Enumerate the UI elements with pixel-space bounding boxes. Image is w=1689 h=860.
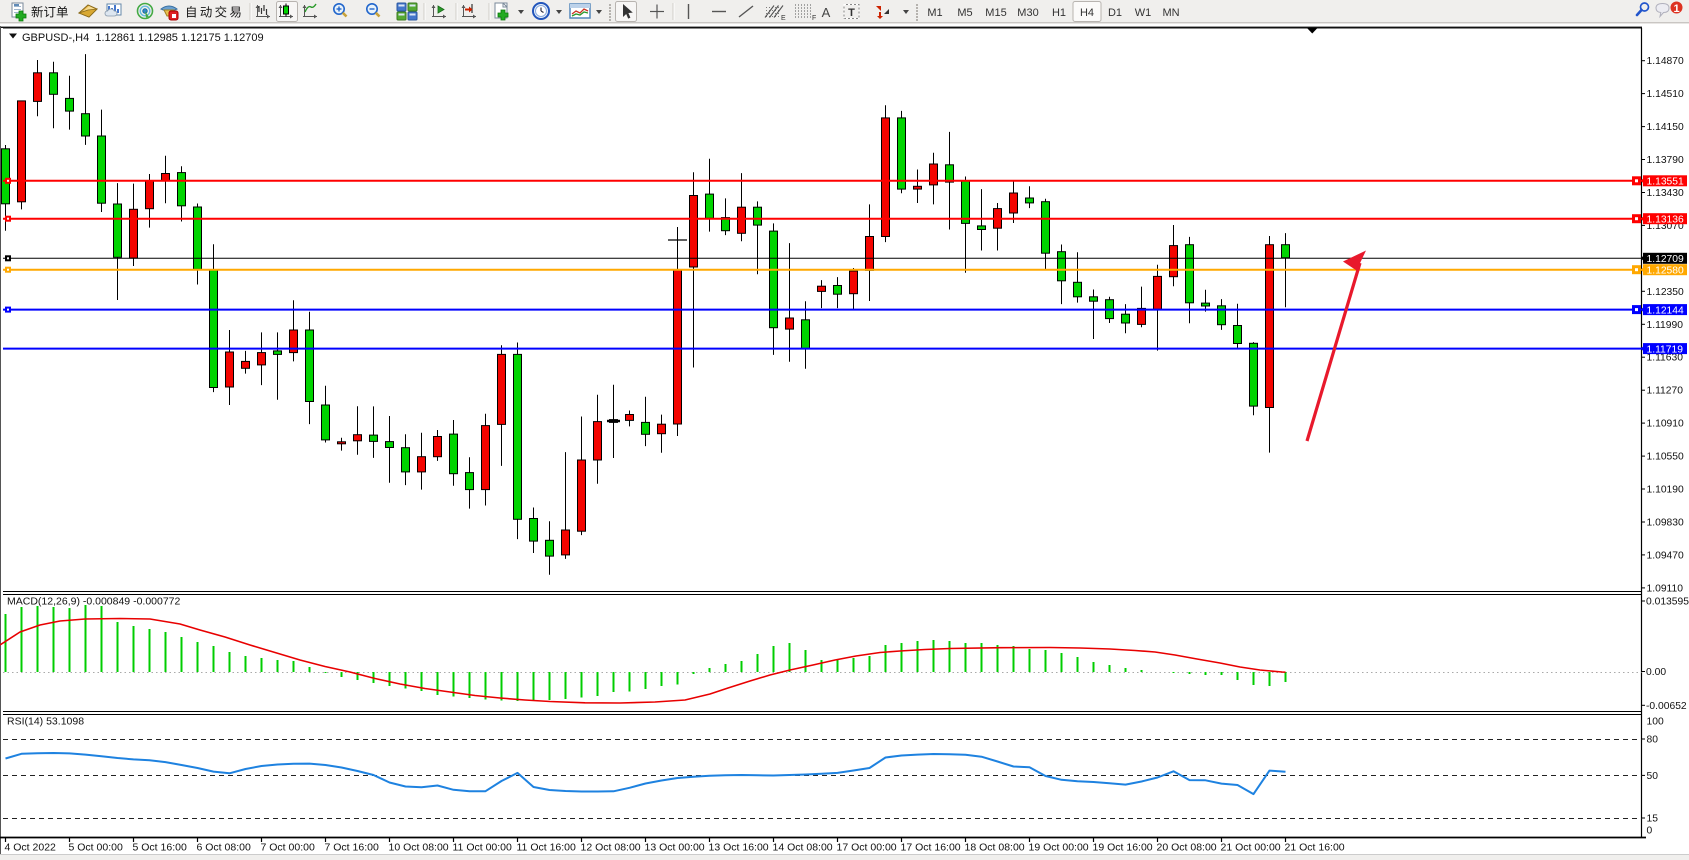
svg-text:21 Oct 16:00: 21 Oct 16:00 (1285, 842, 1345, 854)
svg-text:1.11990: 1.11990 (1647, 320, 1684, 331)
svg-text:M5: M5 (957, 7, 972, 19)
svg-text:M1: M1 (927, 7, 942, 19)
svg-text:H4: H4 (1080, 7, 1094, 19)
svg-text:1.13551: 1.13551 (1647, 177, 1684, 188)
svg-text:19 Oct 16:00: 19 Oct 16:00 (1093, 842, 1153, 854)
svg-text:T: T (848, 7, 855, 19)
svg-text:13 Oct 00:00: 13 Oct 00:00 (645, 842, 705, 854)
svg-text:M30: M30 (1017, 7, 1038, 19)
svg-text:1.14150: 1.14150 (1647, 122, 1684, 133)
svg-text:-0.00652: -0.00652 (1646, 701, 1687, 712)
svg-text:1.14510: 1.14510 (1647, 89, 1684, 100)
svg-text:4 Oct 2022: 4 Oct 2022 (5, 842, 57, 854)
svg-text:7 Oct 00:00: 7 Oct 00:00 (261, 842, 315, 854)
svg-text:18 Oct 08:00: 18 Oct 08:00 (965, 842, 1025, 854)
svg-text:1.10550: 1.10550 (1647, 452, 1684, 463)
svg-text:1.11270: 1.11270 (1647, 386, 1684, 397)
svg-text:RSI(14) 53.1098: RSI(14) 53.1098 (7, 716, 84, 728)
svg-text:17 Oct 00:00: 17 Oct 00:00 (837, 842, 897, 854)
svg-text:5 Oct 00:00: 5 Oct 00:00 (69, 842, 123, 854)
svg-text:0.00: 0.00 (1646, 667, 1666, 678)
svg-text:13 Oct 16:00: 13 Oct 16:00 (709, 842, 769, 854)
svg-text:7 Oct 16:00: 7 Oct 16:00 (325, 842, 379, 854)
svg-text:11 Oct 16:00: 11 Oct 16:00 (517, 842, 577, 854)
svg-text:50: 50 (1647, 771, 1659, 782)
svg-text:10 Oct 08:00: 10 Oct 08:00 (389, 842, 449, 854)
svg-text:1.14870: 1.14870 (1647, 56, 1684, 67)
svg-text:80: 80 (1647, 735, 1659, 746)
svg-text:1.13430: 1.13430 (1647, 188, 1684, 199)
svg-text:H1: H1 (1052, 7, 1066, 19)
svg-text:MACD(12,26,9) -0.000849 -0.000: MACD(12,26,9) -0.000849 -0.000772 (7, 596, 181, 608)
svg-text:14 Oct 08:00: 14 Oct 08:00 (773, 842, 833, 854)
svg-text:1.10910: 1.10910 (1647, 419, 1684, 430)
svg-text:M15: M15 (985, 7, 1006, 19)
svg-text:1.13790: 1.13790 (1647, 155, 1684, 166)
svg-text:17 Oct 16:00: 17 Oct 16:00 (901, 842, 961, 854)
svg-text:1.09830: 1.09830 (1647, 518, 1684, 529)
svg-text:A: A (822, 5, 831, 20)
svg-text:20 Oct 08:00: 20 Oct 08:00 (1157, 842, 1217, 854)
svg-text:D1: D1 (1108, 7, 1122, 19)
svg-text:100: 100 (1647, 717, 1664, 728)
svg-text:6 Oct 08:00: 6 Oct 08:00 (197, 842, 251, 854)
svg-text:1.12709: 1.12709 (1647, 254, 1684, 265)
svg-text:11 Oct 00:00: 11 Oct 00:00 (453, 842, 513, 854)
svg-text:12 Oct 08:00: 12 Oct 08:00 (581, 842, 641, 854)
svg-text:1: 1 (1673, 3, 1679, 15)
svg-text:5 Oct 16:00: 5 Oct 16:00 (133, 842, 187, 854)
svg-text:W1: W1 (1135, 7, 1152, 19)
svg-text:0.013595: 0.013595 (1646, 597, 1689, 608)
svg-text:0: 0 (1647, 826, 1653, 837)
svg-text:19 Oct 00:00: 19 Oct 00:00 (1029, 842, 1089, 854)
svg-text:1.09110: 1.09110 (1647, 583, 1684, 594)
svg-text:15: 15 (1647, 814, 1659, 825)
svg-text:21 Oct 00:00: 21 Oct 00:00 (1221, 842, 1281, 854)
svg-text:E: E (781, 15, 786, 22)
svg-text:1.09470: 1.09470 (1647, 550, 1684, 561)
svg-text:1.12350: 1.12350 (1647, 287, 1684, 298)
svg-text:F: F (812, 15, 816, 22)
svg-text:1.12144: 1.12144 (1647, 305, 1684, 316)
svg-text:1.13136: 1.13136 (1647, 215, 1684, 226)
svg-text:GBPUSD-,H4 1.12861 1.12985 1.: GBPUSD-,H4 1.12861 1.12985 1.12175 1.127… (22, 32, 264, 44)
svg-text:1.11719: 1.11719 (1647, 344, 1684, 355)
svg-text:1.11630: 1.11630 (1647, 353, 1684, 364)
svg-text:1.10190: 1.10190 (1647, 485, 1684, 496)
svg-text:1.13070: 1.13070 (1647, 221, 1684, 232)
svg-text:MN: MN (1162, 7, 1179, 19)
svg-text:1.12580: 1.12580 (1647, 266, 1684, 277)
